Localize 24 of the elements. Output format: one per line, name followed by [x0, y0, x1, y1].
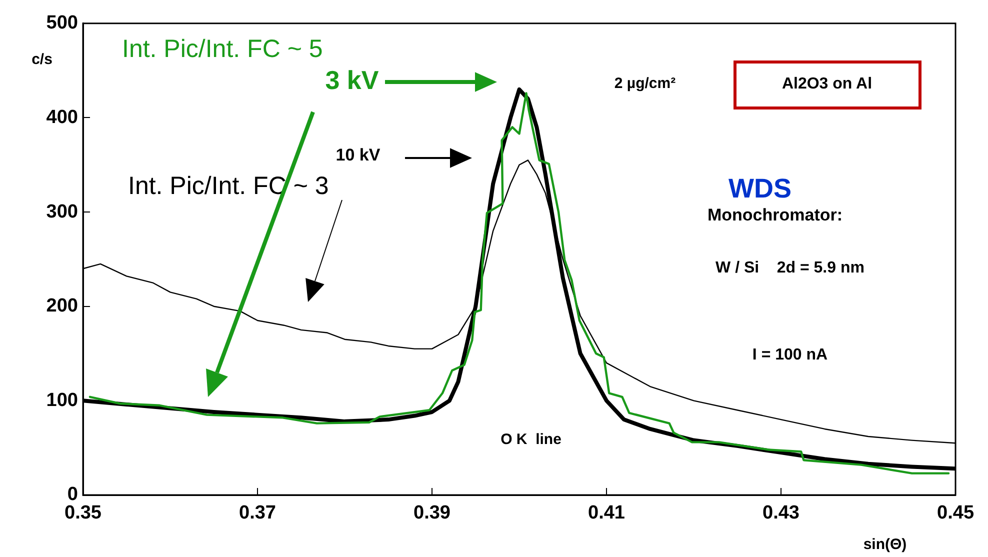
y-tick-label: 300	[46, 201, 78, 222]
annotation: 2 µg/cm²	[614, 75, 676, 92]
y-tick-label: 500	[46, 12, 78, 34]
annotation: Monochromator:	[707, 206, 843, 225]
x-tick-label: 0.37	[239, 502, 276, 524]
x-axis-title: sin(Θ)	[863, 536, 907, 554]
y-tick-label: 0	[67, 484, 78, 506]
y-tick-label: 200	[46, 296, 78, 317]
x-tick-label: 0.41	[588, 502, 626, 524]
y-axis-title: c/s	[32, 51, 52, 68]
annotation: O K line	[500, 431, 562, 448]
x-tick-label: 0.45	[937, 502, 974, 524]
y-tick-label: 100	[46, 390, 78, 411]
annotation: Int. Pic/Int. FC ~ 5	[122, 34, 323, 63]
annotation: WDS	[728, 173, 792, 204]
x-tick-label: 0.43	[762, 502, 800, 524]
x-tick-label: 0.39	[414, 502, 450, 524]
annotation: Al2O3 on Al	[782, 75, 872, 92]
annotation: 3 kV	[325, 65, 380, 96]
y-tick-label: 400	[46, 106, 78, 128]
annotation: 10 kV	[336, 146, 381, 165]
x-tick-label: 0.35	[64, 502, 102, 524]
annotation: W / Si 2d = 5.9 nm	[716, 259, 864, 276]
annotation: I = 100 nA	[752, 346, 828, 364]
